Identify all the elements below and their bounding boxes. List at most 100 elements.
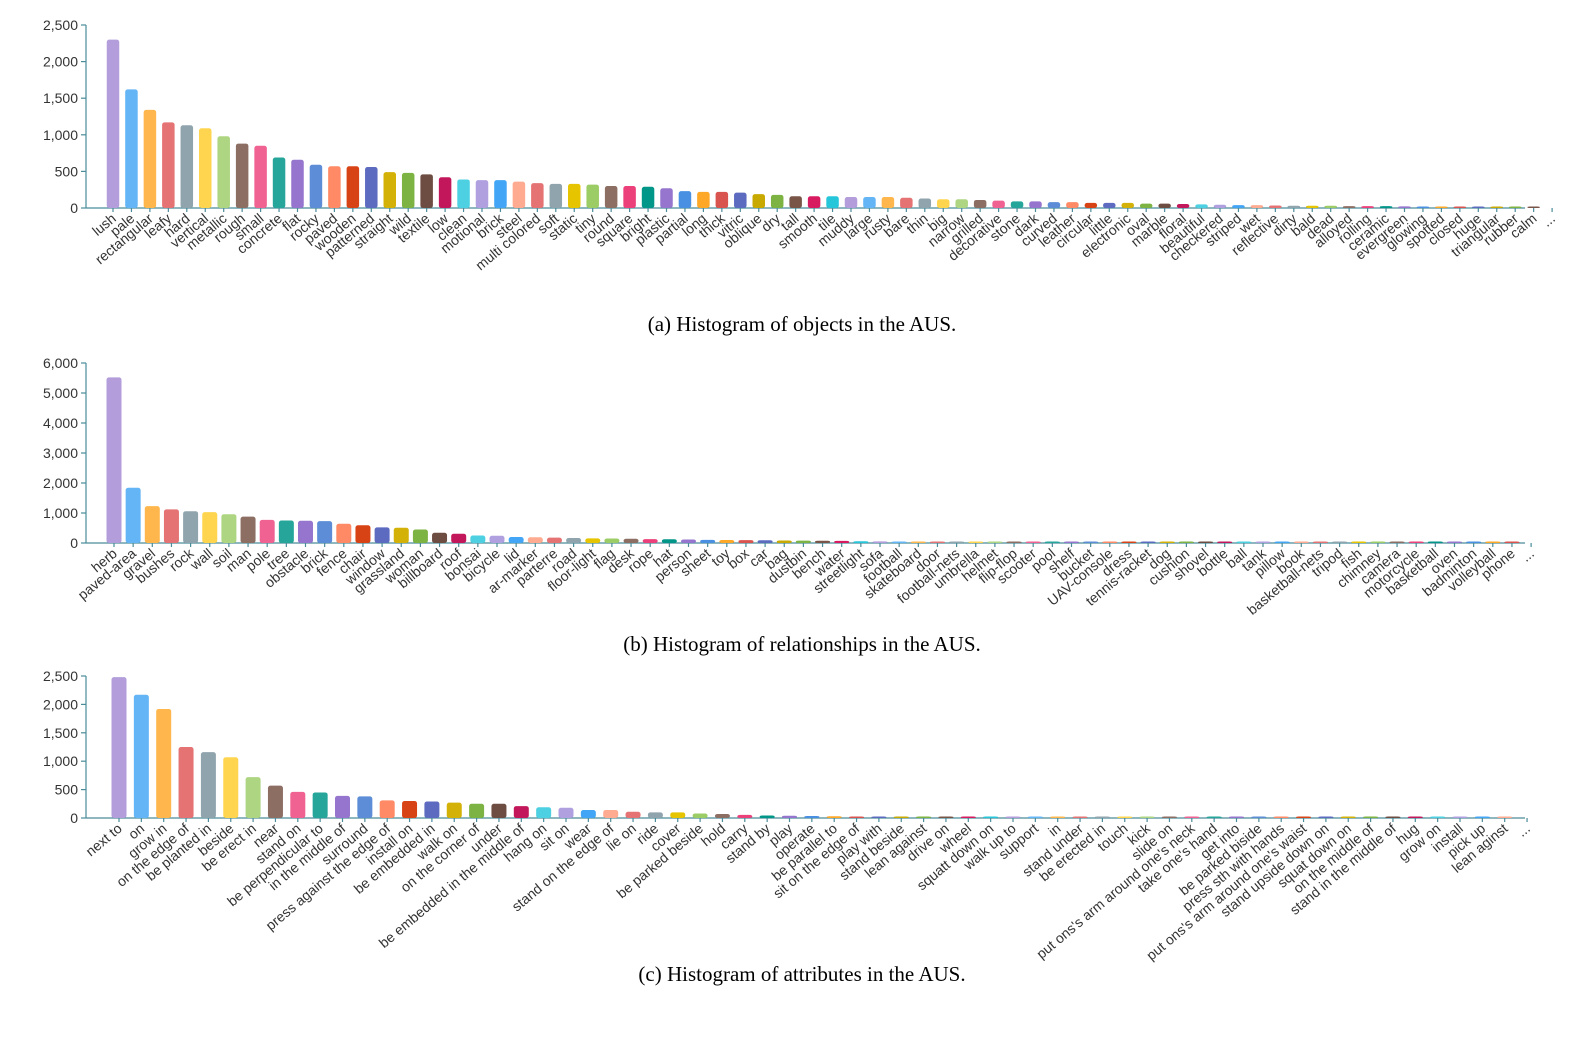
bar [111, 677, 127, 818]
bar [1490, 206, 1503, 208]
x-tick-label: smooth [775, 210, 820, 252]
bar [844, 197, 858, 208]
bar [1010, 201, 1024, 208]
bar [1379, 206, 1393, 208]
bar [200, 752, 216, 818]
bar [309, 164, 323, 208]
bar [1287, 205, 1301, 208]
bar [738, 540, 754, 543]
bar [1312, 541, 1328, 543]
bar [1447, 541, 1462, 543]
bar [199, 128, 212, 208]
bar [1139, 816, 1155, 818]
bar [432, 532, 448, 543]
bar [678, 191, 692, 208]
bar [568, 183, 581, 208]
bar [312, 792, 328, 818]
bar [144, 506, 160, 543]
bar [546, 537, 562, 543]
bar [938, 816, 954, 818]
bar [259, 519, 275, 543]
bar [715, 191, 729, 208]
bar [272, 157, 286, 208]
bar [1435, 206, 1448, 208]
bar [815, 540, 831, 543]
bar [1274, 541, 1290, 543]
bar [217, 136, 230, 208]
caption-attributes: (c) Histogram of attributes in the AUS. [638, 962, 965, 986]
bar [853, 541, 869, 543]
bar [929, 541, 945, 543]
bar [1229, 816, 1244, 818]
bar [1296, 816, 1312, 818]
bar [290, 791, 306, 818]
bar [737, 814, 753, 818]
bar [719, 540, 735, 543]
bar [604, 186, 618, 208]
bar [580, 810, 596, 818]
y-tick-label: 500 [55, 782, 79, 798]
bar [531, 183, 544, 208]
bar [163, 509, 179, 543]
bar [335, 795, 350, 818]
bar [987, 541, 1003, 543]
bar [1351, 541, 1367, 543]
bar [789, 196, 802, 208]
y-tick-label: 1,000 [43, 505, 78, 521]
bar [357, 796, 373, 818]
bar [604, 538, 620, 543]
bar [365, 167, 378, 208]
bar [752, 194, 765, 208]
bar [881, 197, 895, 208]
bar [1342, 206, 1356, 208]
y-tick-label: 1,500 [43, 90, 78, 106]
bar [1103, 202, 1116, 208]
bar [660, 188, 673, 208]
y-tick-label: 1,000 [43, 753, 78, 769]
y-tick-label: 1,500 [43, 725, 78, 741]
bar [1158, 203, 1171, 208]
bar [585, 538, 601, 543]
bar [1504, 541, 1520, 543]
bar [317, 521, 333, 543]
bar [937, 199, 950, 208]
bar [451, 533, 467, 543]
bar [1047, 202, 1061, 208]
bar [1066, 202, 1079, 208]
x-tick-label: next to [82, 820, 125, 859]
x-tick-label: ... [1514, 820, 1533, 840]
bar [549, 183, 563, 208]
bar [910, 541, 926, 543]
bar [1029, 201, 1042, 208]
bar [641, 186, 655, 208]
bar [1006, 541, 1022, 543]
bar [647, 812, 663, 818]
bar [346, 166, 360, 208]
bar [178, 747, 194, 818]
bar [623, 538, 639, 543]
bar [586, 184, 599, 208]
bar [393, 527, 409, 543]
bar [106, 39, 120, 208]
x-tick-label: ... [1518, 545, 1537, 565]
bar [512, 181, 526, 208]
bar [1025, 541, 1041, 543]
bar [1195, 204, 1208, 208]
bar [918, 198, 932, 208]
y-tick-label: 0 [70, 200, 78, 216]
bar [180, 125, 194, 208]
bar [379, 800, 395, 818]
bar [1389, 541, 1405, 543]
bar [900, 197, 913, 208]
bar [508, 537, 524, 543]
bar [1363, 816, 1379, 818]
x-tick-label: ... [1539, 210, 1558, 230]
bar [1324, 205, 1337, 208]
bar [949, 541, 965, 543]
bar [489, 535, 505, 543]
y-tick-label: 0 [70, 535, 78, 551]
bar [782, 815, 797, 818]
bar [298, 520, 313, 543]
